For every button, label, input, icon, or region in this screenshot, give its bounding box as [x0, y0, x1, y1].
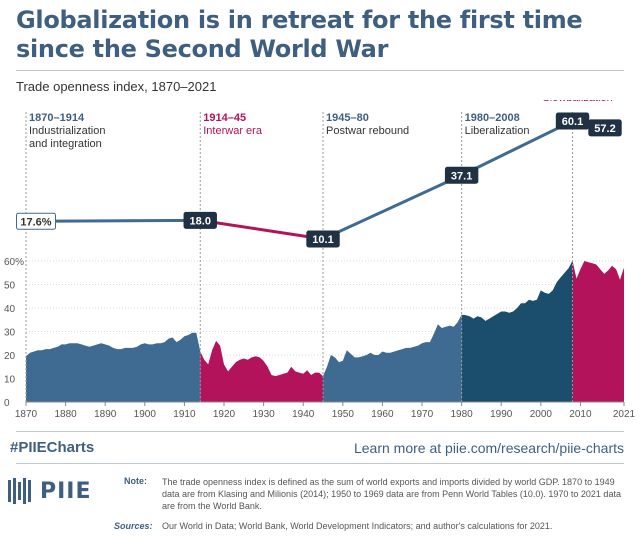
era-area — [461, 260, 573, 402]
y-tick-label: 50 — [4, 281, 16, 292]
x-tick-label: 1890 — [94, 409, 117, 420]
learn-more-link[interactable]: Learn more at piie.com/research/piie-cha… — [353, 440, 624, 456]
x-tick-label: 1990 — [490, 409, 513, 420]
era-average-marker — [444, 166, 479, 184]
chart-subtitle: Trade openness index, 1870–2021 — [16, 79, 217, 94]
y-tick-label: 30 — [4, 328, 16, 339]
x-tick-label: 2000 — [530, 409, 553, 420]
y-tick-label: 20 — [4, 351, 16, 362]
x-tick-label: 1980 — [451, 409, 474, 420]
note-label: Note: — [124, 476, 147, 486]
x-tick-label: 1920 — [213, 409, 236, 420]
era-period-label: 1914–45 — [203, 112, 246, 124]
era-average-label: 10.1 — [312, 234, 333, 246]
x-tick-label: 2010 — [569, 409, 592, 420]
era-name-label: Industrialization — [29, 125, 105, 137]
era-name-label: Interwar era — [203, 125, 263, 137]
piie-logo-icon — [8, 478, 31, 504]
x-tick-label: 1910 — [173, 409, 196, 420]
era-average-marker — [306, 230, 340, 248]
footer-divider-bottom — [16, 463, 624, 464]
era-name-label: and integration — [29, 138, 102, 150]
era-average-label: 18.0 — [190, 215, 211, 227]
note-text: The trade openness index is defined as t… — [162, 477, 621, 511]
era-average-label: 17.6% — [20, 216, 51, 228]
era-area — [572, 260, 624, 402]
era-average-marker — [588, 119, 622, 137]
x-tick-label: 1970 — [411, 409, 434, 420]
y-tick-label: 60% — [4, 257, 24, 268]
x-tick-label: 1950 — [332, 409, 355, 420]
trade-openness-chart: 0 10 20 30 40 50 60% 1870 1880 1890 1900 1910 1920 19… — [4, 100, 636, 420]
y-tick-label: 10 — [4, 375, 16, 386]
era-average-label: 37.1 — [451, 170, 472, 182]
era-average-label: 57.2 — [594, 123, 615, 135]
x-tick-label: 1960 — [371, 409, 394, 420]
piie-logo-text: PIIE — [40, 478, 92, 504]
era-average-marker — [16, 212, 56, 230]
era-area — [26, 332, 201, 402]
era-period-label: 1945–80 — [326, 112, 369, 124]
sources-text: Our World in Data; World Bank, World Dev… — [162, 521, 553, 531]
y-tick-label: 40 — [4, 304, 16, 315]
era-name-label: Postwar rebound — [326, 125, 409, 137]
era-name-label: ‘Slowbalization’ — [540, 100, 615, 104]
sources-label: Sources: — [114, 521, 153, 531]
era-area — [200, 340, 324, 402]
era-average-label: 60.1 — [562, 116, 583, 128]
era-average-segment — [200, 218, 324, 241]
y-tick-label: 0 — [4, 398, 10, 409]
title-divider — [16, 70, 624, 71]
x-tick-label: 1940 — [292, 409, 315, 420]
era-period-label: 1980–2008 — [465, 112, 520, 124]
era-average-segment — [322, 173, 463, 241]
footer-divider-top — [16, 431, 624, 432]
era-period-label: 1870–1914 — [29, 112, 85, 124]
hashtag-link[interactable]: #PIIECharts — [10, 439, 95, 456]
era-name-label: Liberalization — [465, 125, 530, 137]
x-tick-label: 1880 — [54, 409, 77, 420]
era-average-segment — [460, 119, 574, 177]
x-tick-label: 2021 — [613, 409, 636, 420]
era-average-segment — [35, 218, 201, 223]
x-tick-label: 1900 — [134, 409, 157, 420]
era-average-marker — [183, 211, 217, 229]
piie-logo: PIIE — [8, 478, 92, 504]
chart-title: Globalization is in retreat for the firs… — [16, 6, 583, 63]
x-tick-label: 1930 — [252, 409, 275, 420]
x-tick-label: 1870 — [15, 409, 38, 420]
era-area — [323, 314, 462, 402]
